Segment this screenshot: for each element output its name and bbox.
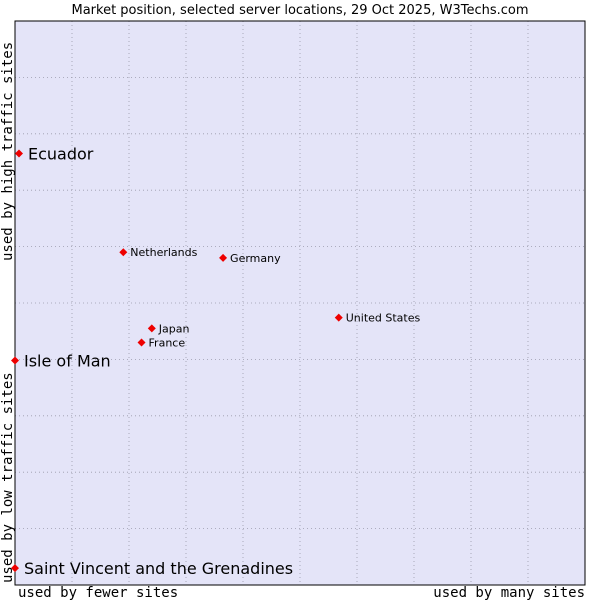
y-axis-label-bottom: used by low traffic sites [0, 372, 16, 583]
point-marker-ecuador[interactable] [14, 149, 23, 158]
point-label-isle-of-man: Isle of Man [24, 352, 111, 371]
grid-lines [15, 21, 585, 585]
point-marker-japan[interactable] [147, 324, 156, 333]
chart-title: Market position, selected server locatio… [71, 3, 528, 18]
plot-frame [14, 20, 586, 586]
point-marker-france[interactable] [137, 338, 146, 347]
point-label-ecuador: Ecuador [28, 145, 94, 164]
point-label-germany: Germany [230, 252, 281, 265]
point-marker-saint-vincent-and-the-grenadines[interactable] [11, 564, 19, 573]
x-axis-label-left: used by fewer sites [18, 585, 178, 600]
point-label-saint-vincent-and-the-grenadines: Saint Vincent and the Grenadines [24, 559, 293, 578]
point-label-united-states: United States [346, 312, 421, 325]
point-marker-germany[interactable] [219, 253, 228, 262]
point-marker-netherlands[interactable] [119, 248, 128, 257]
point-label-japan: Japan [158, 322, 190, 335]
data-points: Ecuador Netherlands Germany United States Ja… [11, 145, 421, 578]
point-label-france: France [149, 336, 186, 349]
point-marker-united-states[interactable] [334, 313, 343, 322]
point-label-netherlands: Netherlands [130, 246, 197, 259]
y-axis-label-top: used by high traffic sites [0, 42, 16, 261]
x-axis-label-right: used by many sites [433, 585, 585, 600]
point-marker-isle-of-man[interactable] [11, 356, 19, 365]
